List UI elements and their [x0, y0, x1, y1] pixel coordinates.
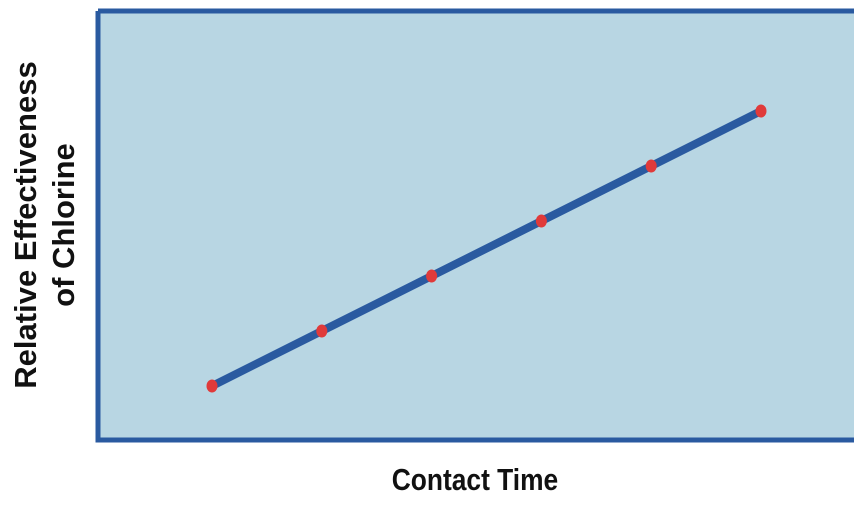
data-point: [316, 324, 328, 338]
plot-area: [98, 11, 854, 440]
series-line: [210, 107, 763, 390]
x-axis-label: Contact Time: [391, 462, 559, 497]
data-point: [535, 214, 547, 228]
series-layer: [210, 107, 763, 390]
plot-frame: [95, 8, 854, 443]
marker-layer: [206, 104, 767, 393]
data-point: [206, 379, 218, 393]
data-point: [755, 104, 767, 118]
data-point: [426, 269, 438, 283]
data-point: [645, 159, 657, 173]
